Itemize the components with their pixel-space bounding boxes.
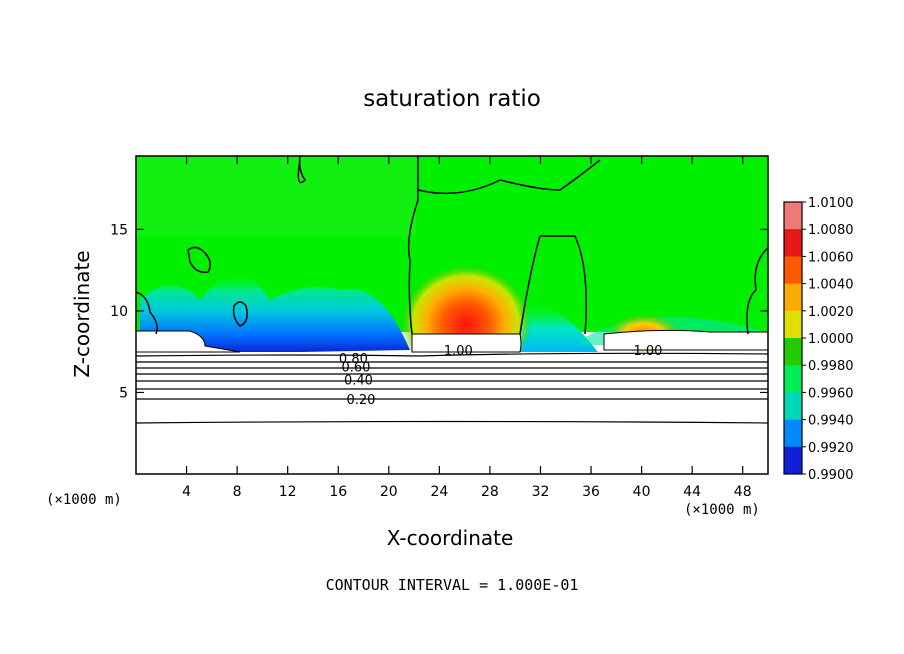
contour-line-upper (297, 156, 306, 184)
colorbar-swatch (784, 283, 802, 312)
x-tick-label: 16 (329, 484, 347, 500)
y-tick-label: 5 (119, 385, 128, 401)
field-lower-white (136, 352, 768, 474)
contour-line-left-blob (187, 246, 211, 274)
colorbar-swatch (784, 256, 802, 285)
contour-line-center (407, 156, 419, 335)
contour-labels: 1.00 1.00 0.800.600.40 0.20 (339, 344, 662, 408)
contour-line-left-edge (136, 291, 158, 335)
colorbar-label: 0.9920 (808, 441, 854, 456)
x-unit-label-left: (×1000 m) (46, 492, 122, 508)
x-tick-label: 12 (279, 484, 297, 500)
x-tick-label: 32 (532, 484, 550, 500)
colorbar-swatch (784, 365, 802, 393)
plot-frame (135, 155, 769, 475)
x-tick-label: 40 (633, 484, 651, 500)
colorbar: 1.0100 1.0080 1.0060 1.0040 1.0020 1.0000 0.99… (783, 196, 854, 483)
colorbar-label: 1.0100 (808, 196, 854, 211)
x-tick-label: 36 (582, 484, 600, 500)
colorbar-swatch (784, 392, 802, 421)
x-tick-label: 28 (481, 484, 499, 500)
y-tick-label: 15 (110, 222, 128, 238)
x-tick-label: 48 (734, 484, 752, 500)
cloud-right (603, 329, 768, 351)
colorbar-label: 1.0000 (808, 332, 854, 347)
colorbar-swatch (784, 338, 802, 366)
contour-label: 1.00 (633, 344, 662, 359)
colorbar-label: 1.0060 (808, 250, 854, 265)
contour-label: 0.60 (341, 360, 370, 375)
x-axis-label: X-coordinate (386, 526, 514, 550)
colorbar-label: 1.0080 (808, 223, 854, 238)
contour-label: 0.80 (339, 352, 368, 367)
contour-label: 1.00 (444, 344, 473, 359)
y-axis-label: Z-coordinate (70, 250, 94, 378)
contour-interval-label: CONTOUR INTERVAL = 1.000E-01 (325, 576, 579, 594)
colorbar-swatch (784, 202, 802, 230)
x-tick-label: 4 (182, 484, 191, 500)
cloud-center (411, 333, 522, 353)
colorbar-swatch (784, 310, 802, 339)
colorbar-label: 0.9960 (808, 386, 854, 401)
cloud-left (136, 330, 241, 353)
field-upper-light (136, 156, 416, 236)
y-tick-label: 10 (110, 304, 128, 320)
colorbar-label: 1.0020 (808, 305, 854, 320)
x-unit-label-right: (×1000 m) (684, 502, 760, 518)
colorbar-label: 0.9940 (808, 414, 854, 429)
colorbar-swatch (784, 229, 802, 257)
contour-line-left-small (232, 301, 248, 327)
contour-line-right-edge (746, 247, 768, 335)
colorbar-label: 0.9900 (808, 468, 854, 483)
chart-title: saturation ratio (363, 86, 541, 112)
contour-line-center-top (417, 159, 601, 195)
contour-line-mid (519, 235, 587, 335)
contour-line-0.10 (136, 420, 768, 424)
colorbar-label: 0.9980 (808, 359, 854, 374)
contour-line-0.80 (136, 352, 768, 357)
blue-band-left (140, 275, 410, 355)
colorbar-label: 1.0040 (808, 278, 854, 293)
contour-label: 0.20 (347, 393, 376, 408)
colorbar-swatch (784, 419, 802, 448)
x-tick-label: 8 (233, 484, 242, 500)
x-tick-label: 24 (430, 484, 448, 500)
y-axis-ticks: 5 10 15 (110, 222, 768, 401)
x-tick-label: 20 (380, 484, 398, 500)
contour-label: 0.40 (344, 373, 373, 388)
x-tick-label: 44 (683, 484, 701, 500)
x-axis-ticks: 4 8 12 16 20 24 28 32 36 40 44 48 (182, 156, 752, 500)
colorbar-swatch (784, 446, 802, 475)
